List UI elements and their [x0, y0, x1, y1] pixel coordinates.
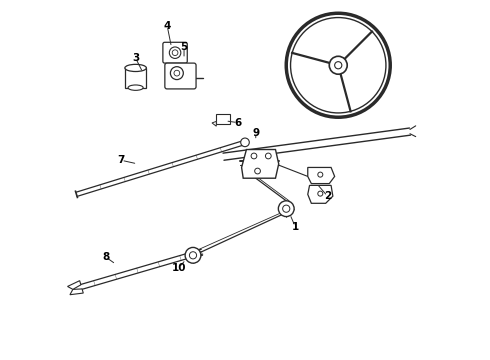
- Text: 8: 8: [102, 252, 109, 262]
- FancyBboxPatch shape: [163, 42, 187, 63]
- Text: 4: 4: [164, 21, 171, 31]
- Circle shape: [329, 56, 347, 74]
- Circle shape: [251, 153, 257, 159]
- Circle shape: [185, 247, 201, 263]
- Circle shape: [190, 252, 196, 259]
- Text: 5: 5: [180, 42, 188, 52]
- Circle shape: [170, 47, 181, 58]
- Circle shape: [174, 70, 180, 76]
- Polygon shape: [212, 121, 216, 126]
- Circle shape: [241, 138, 249, 147]
- Text: 9: 9: [252, 129, 259, 138]
- Ellipse shape: [128, 85, 143, 90]
- Circle shape: [255, 168, 260, 174]
- Circle shape: [318, 191, 323, 196]
- Text: 7: 7: [118, 155, 125, 165]
- Text: 10: 10: [172, 263, 186, 273]
- Circle shape: [278, 201, 294, 217]
- Ellipse shape: [125, 64, 147, 72]
- Bar: [216, 114, 230, 125]
- Polygon shape: [70, 289, 83, 295]
- Text: 3: 3: [132, 53, 139, 63]
- Polygon shape: [68, 281, 81, 289]
- Circle shape: [171, 67, 183, 80]
- Text: 6: 6: [234, 118, 242, 128]
- FancyBboxPatch shape: [165, 63, 196, 89]
- Circle shape: [335, 62, 342, 69]
- Bar: [125, 68, 147, 87]
- Circle shape: [172, 50, 178, 55]
- Circle shape: [266, 153, 271, 159]
- Polygon shape: [242, 149, 279, 178]
- Polygon shape: [308, 167, 335, 184]
- Text: 1: 1: [292, 222, 299, 231]
- Polygon shape: [308, 185, 333, 203]
- Circle shape: [283, 205, 290, 212]
- Text: 2: 2: [324, 191, 331, 201]
- Circle shape: [318, 172, 323, 177]
